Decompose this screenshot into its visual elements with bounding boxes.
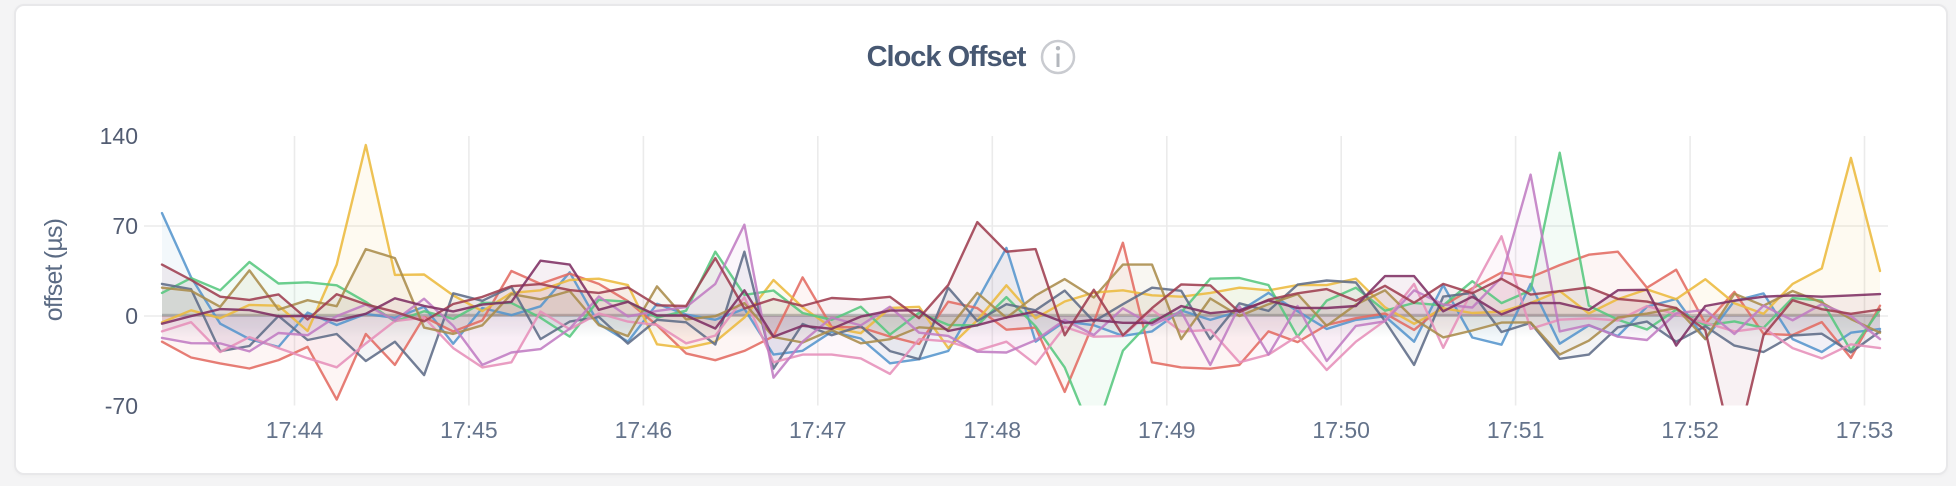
svg-text:17:50: 17:50 (1312, 417, 1370, 443)
svg-text:70: 70 (112, 213, 138, 239)
svg-text:17:52: 17:52 (1661, 417, 1719, 443)
svg-text:17:45: 17:45 (440, 417, 498, 443)
svg-text:140: 140 (100, 123, 138, 149)
svg-text:17:47: 17:47 (789, 417, 847, 443)
svg-text:17:48: 17:48 (964, 417, 1022, 443)
svg-text:-70: -70 (105, 393, 138, 419)
svg-text:0: 0 (125, 303, 138, 329)
svg-text:17:53: 17:53 (1836, 417, 1894, 443)
svg-text:Clock Offset: Clock Offset (867, 41, 1027, 73)
svg-text:17:51: 17:51 (1487, 417, 1545, 443)
svg-text:offset (µs): offset (µs) (40, 219, 68, 321)
svg-text:17:44: 17:44 (266, 417, 324, 443)
svg-text:17:49: 17:49 (1138, 417, 1196, 443)
svg-text:17:46: 17:46 (615, 417, 673, 443)
